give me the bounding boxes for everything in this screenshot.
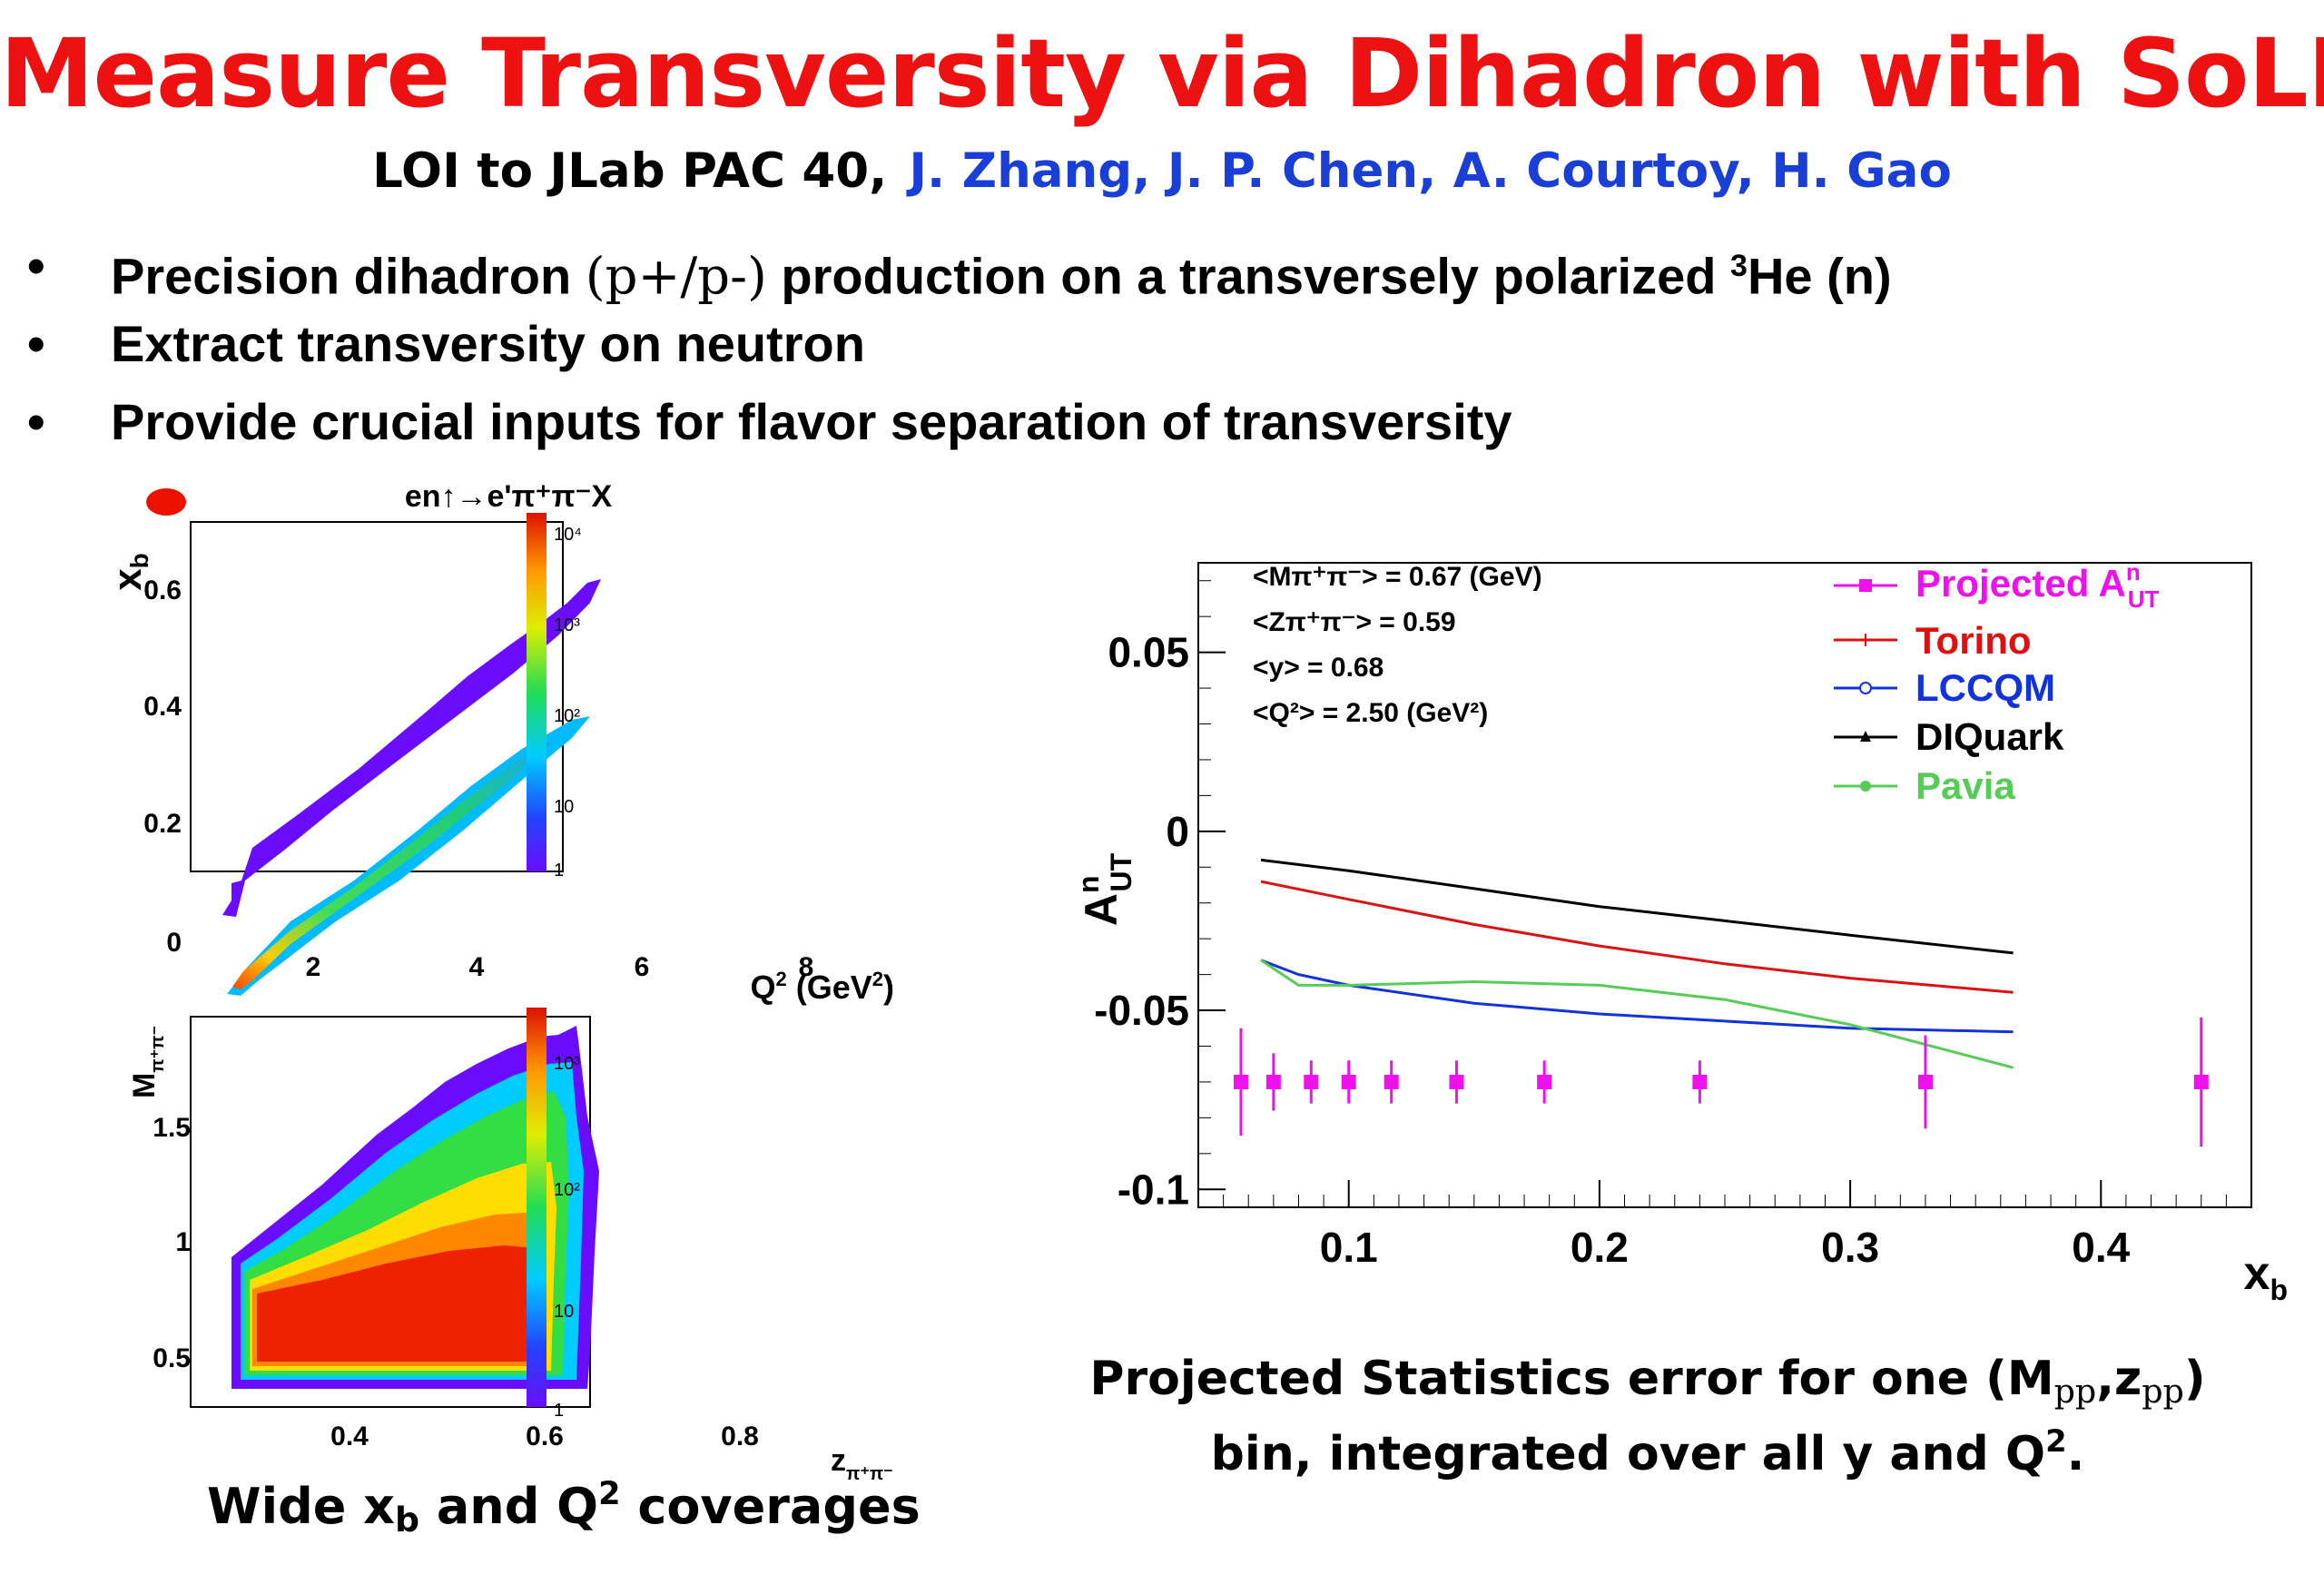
colorbar-tick: 10 (554, 797, 574, 817)
colorbar-tick: 10³ (554, 615, 580, 635)
bullet-marker: • (27, 237, 45, 294)
y-tick-label: 0.05 (1108, 629, 1189, 676)
projected-point (1692, 1074, 1708, 1089)
bullet-text: Precision dihadron (p+/p-) production on… (111, 247, 1892, 307)
series-line-diquark (1260, 858, 2014, 955)
x-tick-label: 0.6 (526, 1422, 564, 1451)
colorbar-tick: 1 (554, 1401, 564, 1421)
colorbar-tick: 10 (554, 1302, 574, 1322)
bullet-text: Provide crucial inputs for flavor separa… (111, 393, 1512, 450)
heatmap-red-contour (257, 1245, 536, 1362)
right-caption: Projected Statistics error for one (Mpp,… (1089, 1352, 2206, 1481)
legend: Projected An UT Torino LCCQM DIQuark Pavi… (1834, 558, 2160, 807)
x-tick-label: 4 (469, 952, 485, 982)
kinematics-line: <Mπ⁺π⁻> = 0.67 (GeV) (1253, 562, 1542, 592)
projected-point (1449, 1074, 1464, 1089)
colorbar-tick: 10² (554, 706, 580, 726)
x-tick-label: 8 (799, 952, 814, 982)
colorbar-tick: 10³ (554, 1054, 580, 1074)
x-tick-label: 2 (306, 952, 321, 982)
legend-label: Torino (1915, 619, 2032, 662)
heatmap-panel: en↑→e'π⁺π⁻X 10⁴ 10³ 10² 10 1 0.6 0.4 0.2… (105, 481, 894, 1484)
y-axis-label: Mπ⁺π⁻ (127, 1026, 168, 1098)
projected-point (1233, 1074, 1248, 1089)
colorbar (527, 513, 547, 871)
projected-point (1537, 1074, 1552, 1089)
legend-label: Pavia (1915, 764, 2015, 807)
legend-label: DIQuark (1915, 715, 2064, 758)
y-tick-label: 0.5 (153, 1343, 191, 1373)
x-tick-label: 0.8 (721, 1422, 759, 1451)
y-tick-label: 0 (166, 928, 182, 958)
plot-frame (190, 521, 564, 872)
x-tick-label: 6 (635, 952, 650, 982)
y-tick-label: 0.2 (143, 809, 182, 839)
colorbar (527, 1008, 547, 1407)
asymmetry-chart: 0.1 0.2 0.3 0.4 0.05 0 -0.05 -0.1 <Mπ⁺π⁻> = 0.6… (1072, 558, 2288, 1306)
y-tick-label: 0.6 (143, 576, 182, 605)
x-tick-label: 0.4 (2072, 1224, 2130, 1271)
projected-point (1341, 1074, 1356, 1089)
y-tick-label: 1 (175, 1227, 191, 1257)
y-axis-label: AnUT (1072, 852, 1137, 926)
heatmap-title: en↑→e'π⁺π⁻X (405, 481, 613, 514)
series-line-lccqm (1260, 959, 2014, 1034)
bullet-text: Extract transversity on neutron (111, 315, 865, 372)
slide-subtitle: LOI to JLab PAC 40, J. Zhang, J. P. Chen,… (0, 143, 2324, 199)
slide-title: Measure Transversity via Dihadron with S… (0, 18, 2324, 129)
heatmap-outer-contour (222, 579, 601, 917)
y-tick-label: 1.5 (153, 1113, 191, 1143)
projected-point (1265, 1074, 1281, 1089)
legend-label: LCCQM (1915, 666, 2055, 709)
author-list: J. Zhang, J. P. Chen, A. Courtoy, H. Gao (909, 143, 1952, 199)
y-tick-label: -0.05 (1094, 987, 1189, 1034)
x-tick-label: 0.1 (1320, 1224, 1378, 1271)
x-tick-label: 0.4 (330, 1422, 369, 1451)
projected-point (1917, 1074, 1933, 1089)
colorbar-tick: 1 (554, 861, 564, 881)
kinematics-line: <Q²> = 2.50 (GeV²) (1253, 698, 1488, 728)
projected-point (1384, 1074, 1399, 1089)
x-tick-label: 0.3 (1821, 1224, 1879, 1271)
kinematics-line: <Zπ⁺π⁻> = 0.59 (1253, 607, 1456, 637)
y-tick-label: 0 (1166, 808, 1189, 855)
projected-point (1304, 1074, 1319, 1089)
x-axis-label: xb (2244, 1247, 2288, 1306)
legend-label: Projected An UT (1915, 558, 2160, 613)
heatmap-peak (146, 488, 186, 516)
projected-point (2193, 1074, 2209, 1089)
x-tick-label: 0.2 (1571, 1224, 1629, 1271)
colorbar-tick: 10⁴ (554, 525, 582, 545)
colorbar-tick: 10² (554, 1180, 580, 1200)
series-line-pavia (1260, 959, 2014, 1069)
y-tick-label: -0.1 (1118, 1166, 1189, 1213)
bullet-marker: • (27, 315, 45, 372)
x-axis-label: zπ⁺π⁻ (831, 1443, 893, 1484)
heatmap-core-contour (232, 740, 554, 989)
series-line-torino (1260, 880, 2014, 994)
xb-vs-q2-heatmap: en↑→e'π⁺π⁻X 10⁴ 10³ 10² 10 1 0.6 0.4 0.2… (105, 481, 894, 1006)
y-tick-label: 0.4 (143, 692, 182, 722)
left-caption: Wide xb and Q2 coverages (207, 1474, 921, 1540)
kinematics-line: <y> = 0.68 (1253, 653, 1384, 683)
bullet-marker: • (27, 393, 45, 450)
loi-reference: LOI to JLab PAC 40, (372, 143, 888, 199)
mass-vs-z-heatmap: 10³ 10² 10 1 1.5 1 0.5 0.4 0.6 0.8 zπ⁺π⁻… (127, 1008, 893, 1484)
y-axis-label: xb (105, 553, 153, 591)
x-axis-label: Q2 (GeV2) (750, 968, 894, 1006)
